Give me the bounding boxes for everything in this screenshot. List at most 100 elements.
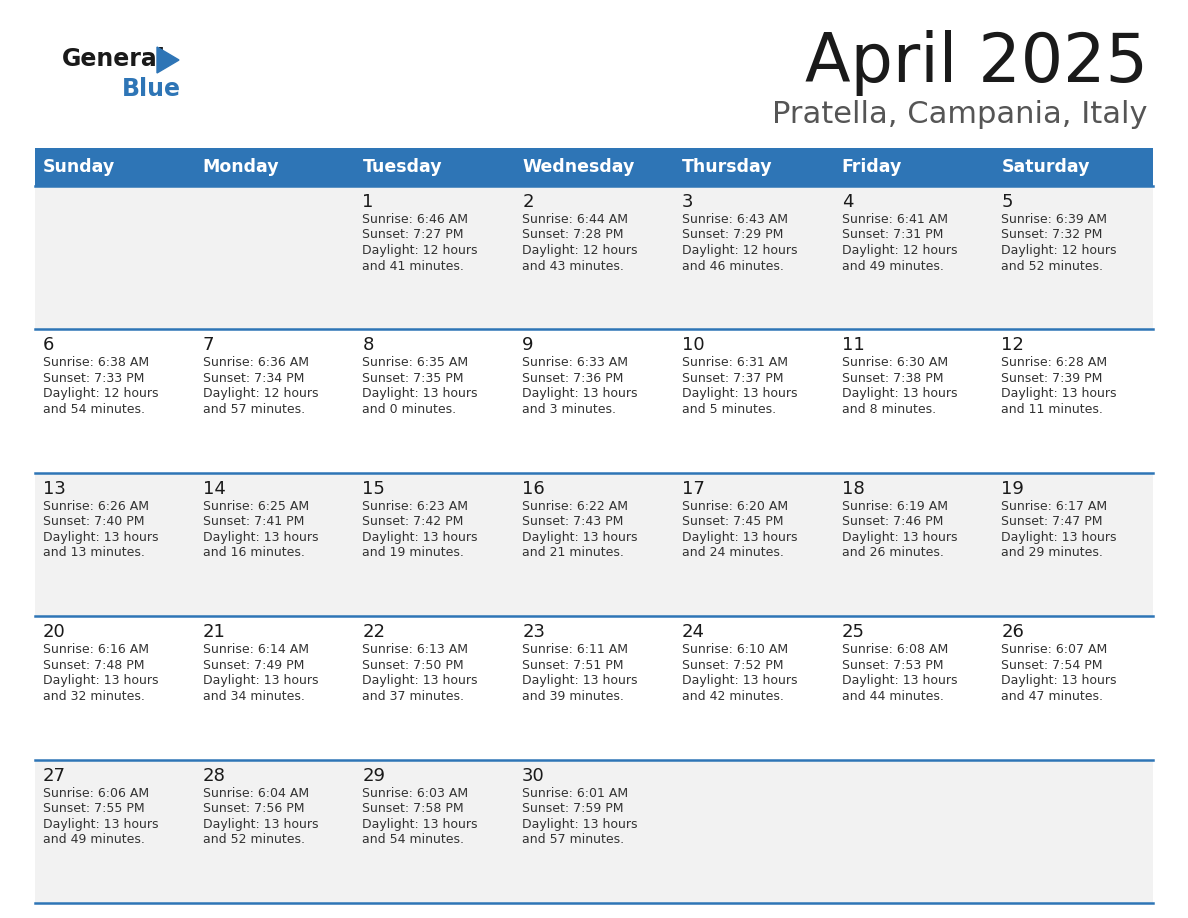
Text: 1: 1 [362, 193, 374, 211]
Text: Sunset: 7:43 PM: Sunset: 7:43 PM [523, 515, 624, 528]
Text: and 44 minutes.: and 44 minutes. [841, 689, 943, 702]
Text: Sunrise: 6:30 AM: Sunrise: 6:30 AM [841, 356, 948, 369]
Text: Pratella, Campania, Italy: Pratella, Campania, Italy [772, 100, 1148, 129]
Text: and 49 minutes.: and 49 minutes. [43, 834, 145, 846]
Text: Friday: Friday [841, 158, 902, 176]
Text: Daylight: 13 hours: Daylight: 13 hours [203, 531, 318, 543]
Text: and 26 minutes.: and 26 minutes. [841, 546, 943, 559]
Text: Sunrise: 6:03 AM: Sunrise: 6:03 AM [362, 787, 468, 800]
Text: and 16 minutes.: and 16 minutes. [203, 546, 304, 559]
Text: Daylight: 13 hours: Daylight: 13 hours [841, 674, 958, 688]
Text: 2: 2 [523, 193, 533, 211]
Text: Sunrise: 6:17 AM: Sunrise: 6:17 AM [1001, 499, 1107, 513]
Text: Sunrise: 6:28 AM: Sunrise: 6:28 AM [1001, 356, 1107, 369]
Text: Sunset: 7:46 PM: Sunset: 7:46 PM [841, 515, 943, 528]
Text: 17: 17 [682, 480, 704, 498]
Text: 20: 20 [43, 623, 65, 641]
Text: Sunset: 7:48 PM: Sunset: 7:48 PM [43, 659, 145, 672]
Text: Daylight: 13 hours: Daylight: 13 hours [43, 818, 158, 831]
Text: Sunrise: 6:08 AM: Sunrise: 6:08 AM [841, 644, 948, 656]
Text: 30: 30 [523, 767, 545, 785]
Text: 13: 13 [43, 480, 65, 498]
Text: Sunrise: 6:43 AM: Sunrise: 6:43 AM [682, 213, 788, 226]
Text: Daylight: 12 hours: Daylight: 12 hours [682, 244, 797, 257]
Text: Daylight: 13 hours: Daylight: 13 hours [1001, 531, 1117, 543]
Text: Daylight: 13 hours: Daylight: 13 hours [43, 674, 158, 688]
Text: Daylight: 13 hours: Daylight: 13 hours [362, 531, 478, 543]
Text: Sunset: 7:32 PM: Sunset: 7:32 PM [1001, 229, 1102, 241]
Text: Sunrise: 6:13 AM: Sunrise: 6:13 AM [362, 644, 468, 656]
Text: Monday: Monday [203, 158, 279, 176]
Text: and 47 minutes.: and 47 minutes. [1001, 689, 1104, 702]
Text: Daylight: 13 hours: Daylight: 13 hours [203, 818, 318, 831]
Text: and 24 minutes.: and 24 minutes. [682, 546, 784, 559]
Text: Daylight: 13 hours: Daylight: 13 hours [523, 818, 638, 831]
Text: Wednesday: Wednesday [523, 158, 634, 176]
Text: Daylight: 13 hours: Daylight: 13 hours [362, 818, 478, 831]
Text: Sunset: 7:34 PM: Sunset: 7:34 PM [203, 372, 304, 385]
Text: Sunrise: 6:04 AM: Sunrise: 6:04 AM [203, 787, 309, 800]
Bar [34, 148, 1154, 186]
Text: and 19 minutes.: and 19 minutes. [362, 546, 465, 559]
Text: and 49 minutes.: and 49 minutes. [841, 260, 943, 273]
Text: Sunset: 7:54 PM: Sunset: 7:54 PM [1001, 659, 1102, 672]
Text: Daylight: 13 hours: Daylight: 13 hours [43, 531, 158, 543]
Text: Thursday: Thursday [682, 158, 772, 176]
Text: Sunset: 7:37 PM: Sunset: 7:37 PM [682, 372, 783, 385]
Text: Daylight: 13 hours: Daylight: 13 hours [682, 674, 797, 688]
Text: and 42 minutes.: and 42 minutes. [682, 689, 784, 702]
Text: 23: 23 [523, 623, 545, 641]
Text: Daylight: 12 hours: Daylight: 12 hours [203, 387, 318, 400]
Text: and 54 minutes.: and 54 minutes. [43, 403, 145, 416]
Text: Sunset: 7:59 PM: Sunset: 7:59 PM [523, 802, 624, 815]
Text: 27: 27 [43, 767, 67, 785]
Text: 12: 12 [1001, 336, 1024, 354]
Text: and 41 minutes.: and 41 minutes. [362, 260, 465, 273]
Text: 24: 24 [682, 623, 704, 641]
Text: and 11 minutes.: and 11 minutes. [1001, 403, 1104, 416]
Text: Sunrise: 6:46 AM: Sunrise: 6:46 AM [362, 213, 468, 226]
Text: Daylight: 12 hours: Daylight: 12 hours [1001, 244, 1117, 257]
Text: General: General [62, 47, 166, 71]
Polygon shape [157, 47, 179, 73]
Text: 22: 22 [362, 623, 385, 641]
Text: Sunset: 7:38 PM: Sunset: 7:38 PM [841, 372, 943, 385]
Text: Sunset: 7:52 PM: Sunset: 7:52 PM [682, 659, 783, 672]
Text: and 37 minutes.: and 37 minutes. [362, 689, 465, 702]
Text: Sunrise: 6:26 AM: Sunrise: 6:26 AM [43, 499, 148, 513]
Text: Sunset: 7:55 PM: Sunset: 7:55 PM [43, 802, 145, 815]
Text: Sunrise: 6:01 AM: Sunrise: 6:01 AM [523, 787, 628, 800]
Text: Sunrise: 6:35 AM: Sunrise: 6:35 AM [362, 356, 468, 369]
Text: Daylight: 13 hours: Daylight: 13 hours [841, 387, 958, 400]
Text: and 0 minutes.: and 0 minutes. [362, 403, 456, 416]
Text: Sunset: 7:35 PM: Sunset: 7:35 PM [362, 372, 465, 385]
Text: Sunset: 7:58 PM: Sunset: 7:58 PM [362, 802, 465, 815]
Text: Sunrise: 6:23 AM: Sunrise: 6:23 AM [362, 499, 468, 513]
Text: Sunrise: 6:22 AM: Sunrise: 6:22 AM [523, 499, 628, 513]
Text: Sunrise: 6:19 AM: Sunrise: 6:19 AM [841, 499, 948, 513]
Text: Daylight: 13 hours: Daylight: 13 hours [1001, 674, 1117, 688]
Text: 4: 4 [841, 193, 853, 211]
Text: Sunset: 7:39 PM: Sunset: 7:39 PM [1001, 372, 1102, 385]
Text: and 3 minutes.: and 3 minutes. [523, 403, 617, 416]
Text: Daylight: 13 hours: Daylight: 13 hours [523, 531, 638, 543]
Text: and 46 minutes.: and 46 minutes. [682, 260, 784, 273]
Text: Daylight: 13 hours: Daylight: 13 hours [1001, 387, 1117, 400]
Text: April 2025: April 2025 [805, 30, 1148, 96]
Text: Daylight: 12 hours: Daylight: 12 hours [362, 244, 478, 257]
Text: 14: 14 [203, 480, 226, 498]
Text: Blue: Blue [122, 77, 181, 101]
Text: Sunset: 7:45 PM: Sunset: 7:45 PM [682, 515, 783, 528]
Text: and 8 minutes.: and 8 minutes. [841, 403, 936, 416]
Text: 28: 28 [203, 767, 226, 785]
Text: Sunrise: 6:16 AM: Sunrise: 6:16 AM [43, 644, 148, 656]
Text: 18: 18 [841, 480, 865, 498]
Text: and 32 minutes.: and 32 minutes. [43, 689, 145, 702]
Text: Sunset: 7:50 PM: Sunset: 7:50 PM [362, 659, 465, 672]
Text: Tuesday: Tuesday [362, 158, 442, 176]
Text: Sunrise: 6:20 AM: Sunrise: 6:20 AM [682, 499, 788, 513]
Text: 11: 11 [841, 336, 865, 354]
Text: 19: 19 [1001, 480, 1024, 498]
Text: Sunset: 7:31 PM: Sunset: 7:31 PM [841, 229, 943, 241]
Text: Daylight: 13 hours: Daylight: 13 hours [362, 674, 478, 688]
